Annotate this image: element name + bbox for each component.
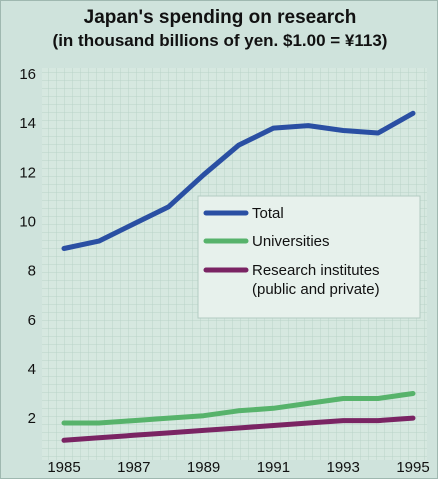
series-line-2 [61,415,416,443]
legend-label-2: Research institutes [252,262,380,279]
legend-label-2: (public and private) [252,281,380,298]
series-line-1 [61,391,416,426]
y-tick-label: 6 [28,312,36,329]
y-axis-ticks: 2 4 6 8 10 12 14 16 [19,66,36,427]
legend-label-0: Total [252,205,284,222]
x-tick-label: 1995 [396,459,429,476]
y-tick-label: 8 [28,263,36,280]
y-tick-label: 12 [19,164,36,181]
series-line-0 [61,110,416,251]
x-tick-label: 1989 [187,459,220,476]
y-tick-label: 4 [28,361,36,378]
y-tick-label: 2 [28,410,36,427]
chart-subtitle: (in thousand billions of yen. $1.00 = ¥1… [52,31,388,50]
x-tick-label: 1993 [327,459,360,476]
legend-box [197,195,421,319]
y-tick-label: 14 [19,115,36,132]
x-axis-ticks: 1985 1987 1989 1991 1993 1995 [47,459,429,476]
legend: Total Universities Research institutes (pub… [197,195,421,319]
chart-title: Japan's spending on research [83,7,357,28]
x-tick-label: 1985 [47,459,80,476]
x-tick-label: 1991 [257,459,290,476]
x-tick-label: 1987 [117,459,150,476]
legend-label-1: Universities [252,233,330,250]
y-tick-label: 16 [19,66,36,83]
series-lines [61,110,416,443]
y-tick-label: 10 [19,213,36,230]
